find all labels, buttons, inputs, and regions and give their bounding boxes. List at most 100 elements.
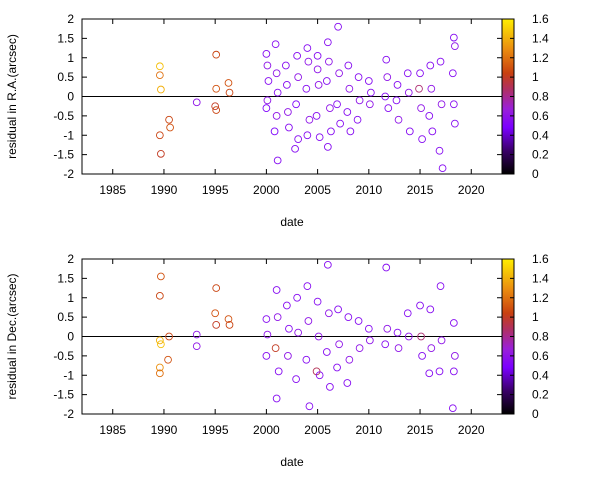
data-point (302, 84, 311, 93)
data-point (224, 315, 233, 323)
data-point (156, 131, 164, 140)
data-point (404, 88, 413, 97)
data-point (451, 42, 459, 50)
data-point (451, 352, 459, 360)
data-point (322, 77, 331, 85)
data-point (272, 394, 281, 403)
data-point (262, 50, 271, 58)
colorbar-tick-label: 0 (532, 167, 539, 181)
data-point (325, 309, 333, 318)
data-point (450, 100, 458, 109)
data-point (304, 57, 313, 66)
data-point (426, 305, 435, 314)
data-point (324, 38, 332, 47)
data-point (292, 100, 300, 109)
data-point (272, 286, 281, 294)
data-point (344, 61, 353, 70)
data-point (164, 355, 172, 364)
colorbar-tick-label: 0.2 (532, 388, 549, 402)
data-point (426, 61, 435, 70)
data-point (273, 313, 282, 321)
data-point (192, 342, 201, 351)
data-point (334, 305, 342, 314)
x-tick-label: 1995 (202, 423, 229, 437)
data-point (333, 363, 341, 372)
data-point (345, 355, 354, 364)
data-point (283, 301, 291, 310)
data-point (304, 317, 313, 325)
data-point (192, 98, 201, 107)
data-point (285, 123, 293, 132)
data-point (303, 131, 312, 140)
data-point (427, 344, 436, 352)
data-point (211, 102, 220, 111)
data-point (383, 324, 392, 333)
data-point (366, 336, 374, 345)
colorbar-tick-label: 1.6 (532, 252, 549, 266)
x-tick-label: 2000 (253, 183, 280, 197)
x-tick-label: 1990 (151, 183, 178, 197)
data-point (271, 344, 280, 352)
y-axis-title: residual in R.A.(arcsec) (5, 34, 19, 159)
colorbar-tick-label: 1.4 (532, 271, 549, 285)
data-point (326, 383, 334, 391)
x-tick-label: 2010 (355, 423, 382, 437)
data-point (294, 73, 302, 81)
x-tick-label: 1990 (151, 423, 178, 437)
data-point (156, 62, 164, 71)
x-tick-label: 1985 (99, 183, 126, 197)
data-point (403, 69, 412, 78)
data-point (436, 282, 445, 290)
data-point (333, 100, 341, 109)
data-point (335, 340, 343, 349)
data-point (382, 263, 391, 272)
data-point (355, 96, 364, 105)
data-point (262, 352, 271, 360)
data-point (157, 272, 165, 281)
colorbar-tick-label: 0 (532, 407, 539, 421)
data-point (394, 344, 403, 352)
data-point (450, 367, 458, 376)
colorbar-tick-label: 0.4 (532, 128, 549, 142)
data-point (211, 309, 220, 318)
data-point (283, 81, 291, 89)
data-point (354, 73, 363, 81)
x-tick-label: 2015 (407, 423, 434, 437)
data-point (417, 332, 425, 341)
data-point (425, 112, 434, 120)
y-tick-label: -1 (63, 368, 74, 382)
data-point (345, 84, 354, 93)
y-tick-label: 2 (67, 252, 74, 266)
data-point (314, 81, 323, 89)
data-point (364, 77, 373, 85)
colorbar-tick-label: 1.6 (532, 12, 549, 26)
x-tick-label: 2005 (304, 183, 331, 197)
data-point (343, 379, 352, 387)
data-point (312, 112, 321, 120)
y-tick-label: 1 (67, 291, 74, 305)
y-tick-label: 0 (67, 330, 74, 344)
data-point (344, 313, 353, 321)
data-point (156, 336, 164, 345)
x-axis-title: date (280, 455, 304, 469)
y-tick-label: -2 (63, 167, 74, 181)
data-point (270, 127, 279, 136)
data-point (394, 115, 403, 124)
data-point (324, 143, 332, 151)
data-point (393, 81, 402, 89)
data-point (403, 309, 412, 318)
data-point (367, 88, 375, 97)
colorbar-tick-label: 0.6 (532, 109, 549, 123)
x-tick-label: 2010 (355, 183, 382, 197)
colorbar-tick-label: 0.8 (532, 330, 549, 344)
data-point (335, 69, 343, 78)
data-point (294, 135, 302, 143)
data-point (315, 371, 324, 380)
data-point (273, 88, 282, 97)
data-point (293, 293, 301, 302)
data-point (302, 355, 311, 364)
y-tick-label: 0.5 (57, 310, 74, 324)
colorbar-tick-label: 1.2 (532, 291, 549, 305)
